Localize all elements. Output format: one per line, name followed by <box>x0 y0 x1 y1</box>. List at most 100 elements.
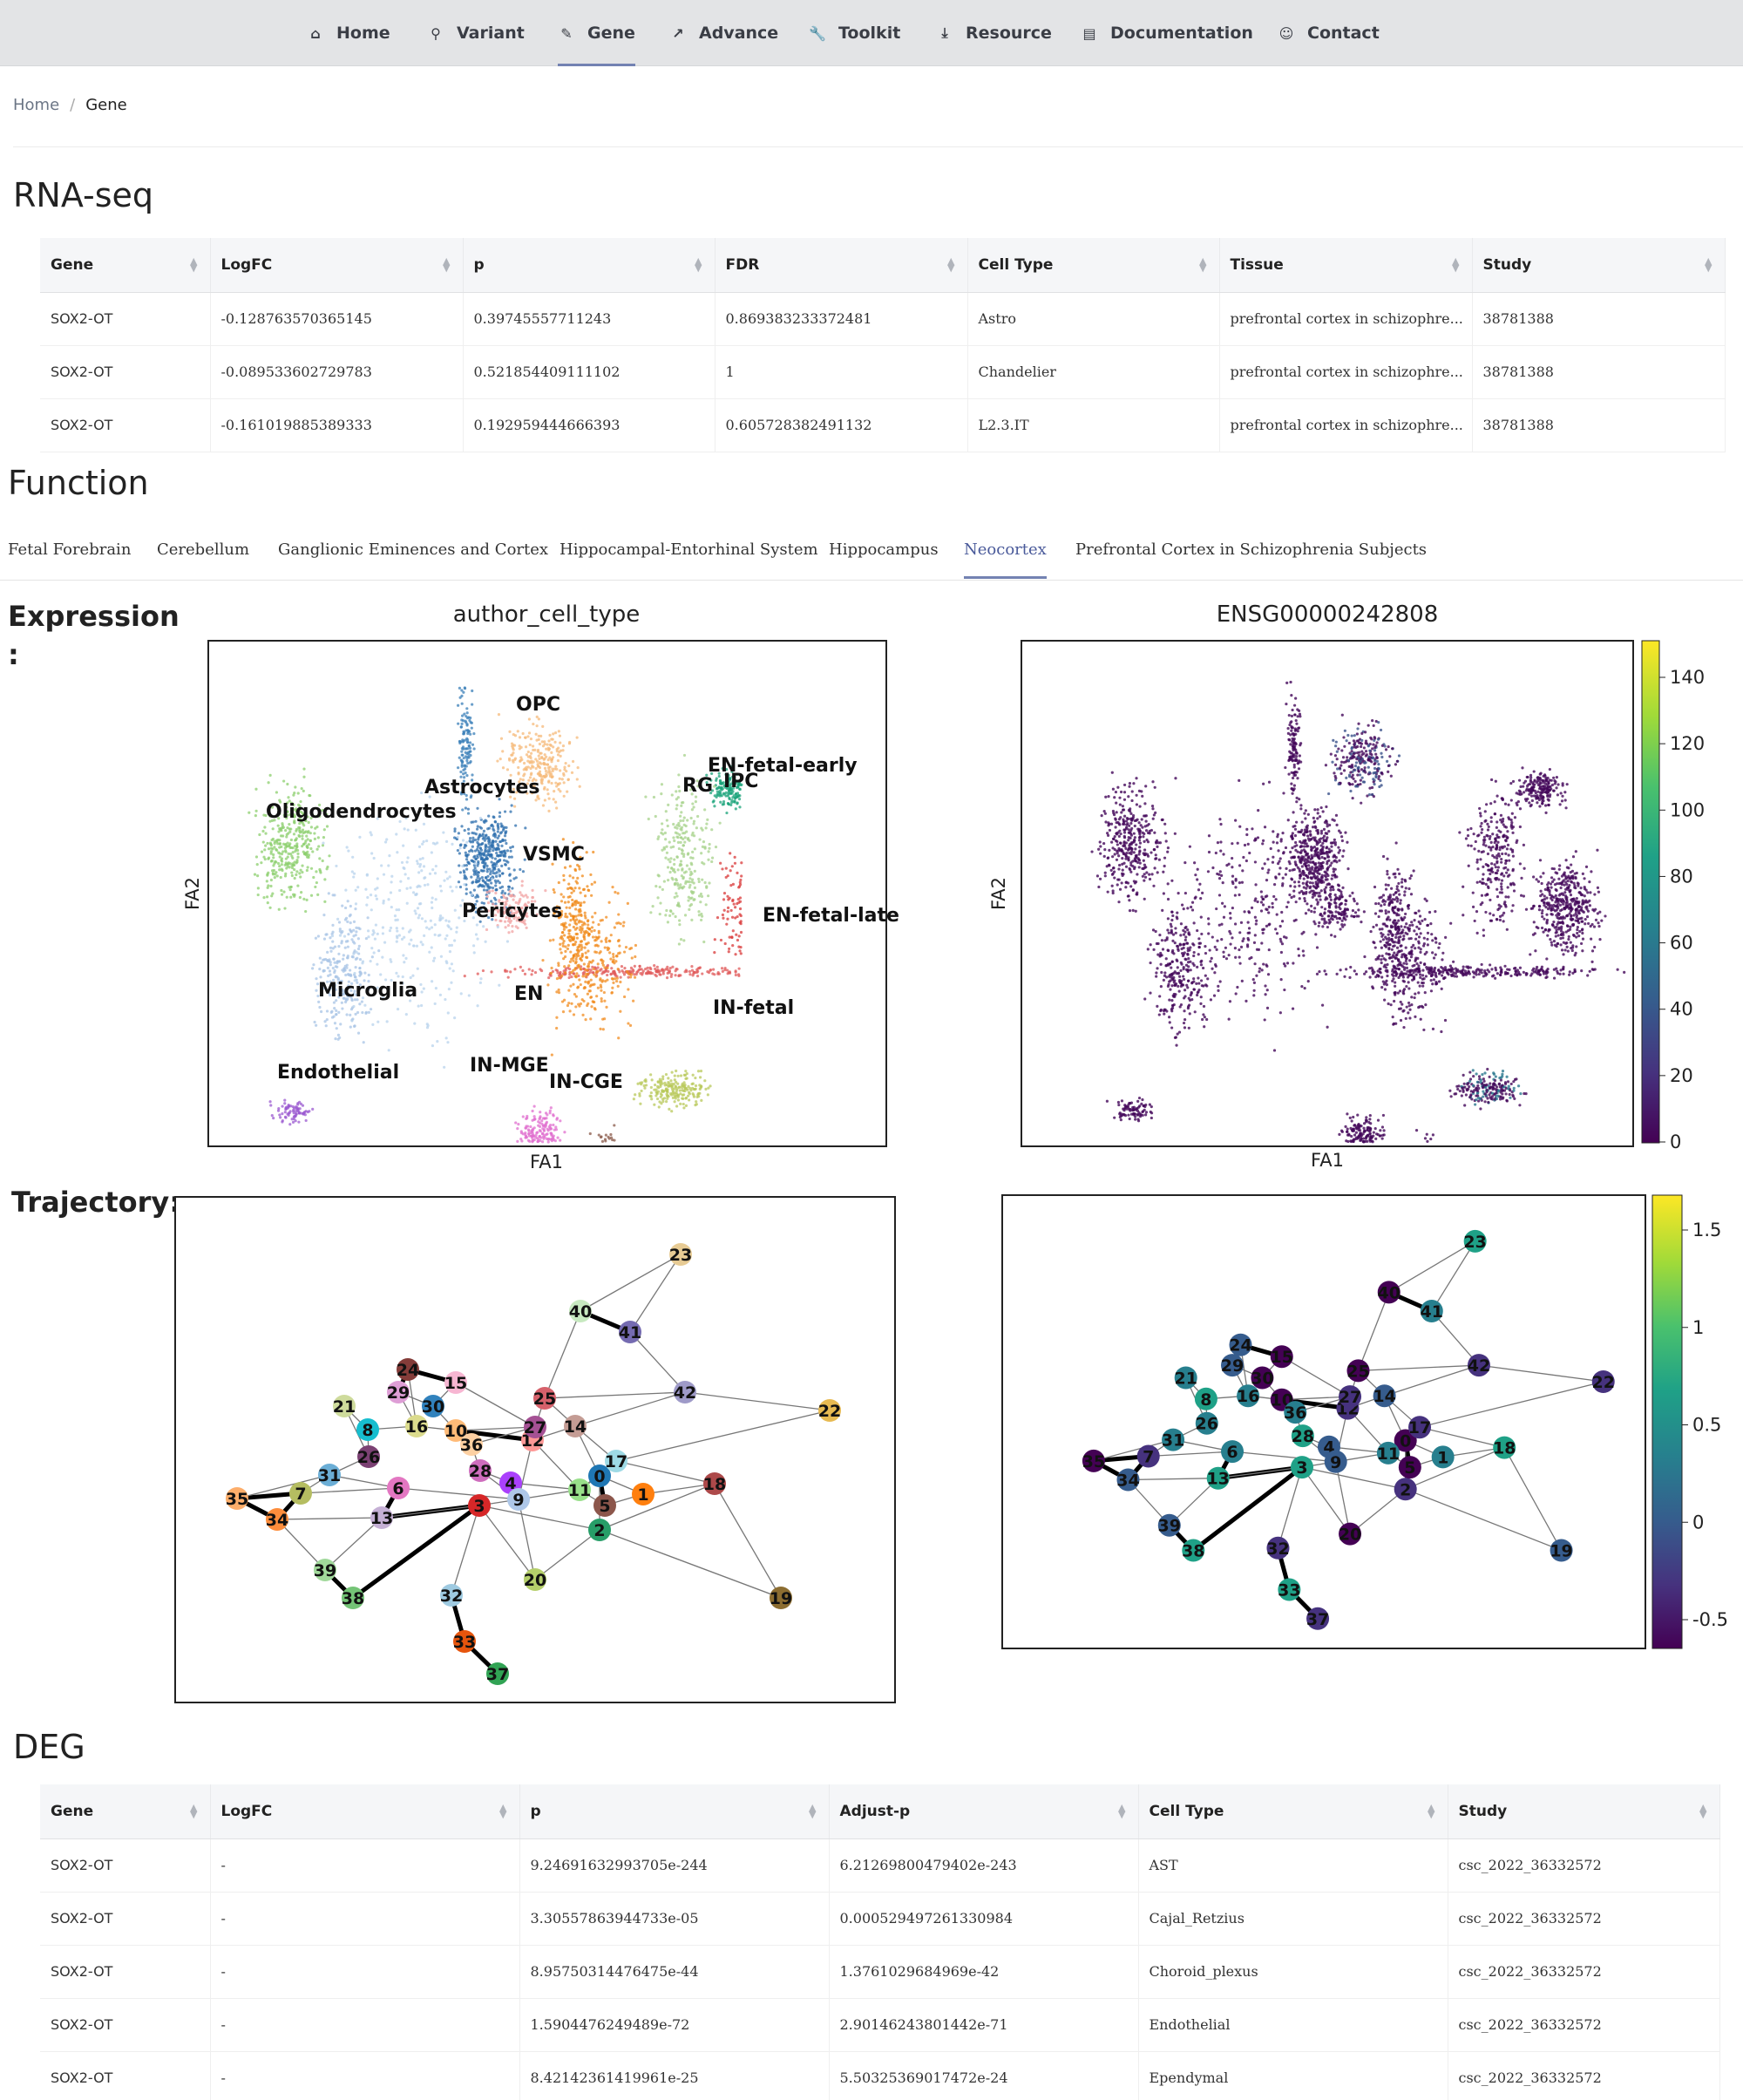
cell-point <box>703 846 707 849</box>
tab-hippocampal-entorhinal[interactable]: Hippocampal-Entorhinal System <box>560 540 818 559</box>
cell-point <box>447 920 451 923</box>
cell-point <box>599 1135 603 1139</box>
cell-point <box>572 954 575 958</box>
cluster-label: EN-fetal-late <box>763 905 899 927</box>
column-header[interactable]: Tissue ▲ ▼ <box>1219 238 1473 293</box>
nav-resource[interactable]: ⤓ Resource <box>936 0 1051 66</box>
column-header[interactable]: FDR ▲ ▼ <box>715 238 968 293</box>
cell-point <box>1352 739 1356 743</box>
cell-point <box>336 981 341 984</box>
sort-icon[interactable]: ▲ ▼ <box>947 255 955 274</box>
cell-point <box>467 752 471 756</box>
breadcrumb-home[interactable]: Home <box>13 96 60 114</box>
cell-point <box>693 847 696 851</box>
cell-point <box>1142 859 1145 862</box>
tab-hippocampus[interactable]: Hippocampus <box>829 540 939 559</box>
cell-point <box>1300 889 1304 894</box>
sort-icon[interactable]: ▲ ▼ <box>1199 255 1207 274</box>
tab-prefrontal-cortex[interactable]: Prefrontal Cortex in Schizophrenia Subje… <box>1075 540 1428 559</box>
sort-icon[interactable]: ▲ ▼ <box>1705 255 1712 274</box>
sort-icon[interactable]: ▲ ▼ <box>695 255 702 274</box>
cell-point <box>459 770 463 774</box>
cell-point <box>512 898 515 901</box>
cell-point <box>512 787 515 791</box>
cell-point <box>280 893 284 896</box>
cell-point <box>666 965 669 969</box>
cell-point <box>265 895 269 899</box>
column-header[interactable]: Cell Type ▲ ▼ <box>967 238 1220 293</box>
cell-point <box>267 856 271 860</box>
cell-point <box>381 955 384 959</box>
cell-point <box>314 826 317 830</box>
cell-point <box>677 821 681 826</box>
table-row[interactable]: SOX2-OT -0.128763570365145 0.3974555771124… <box>40 292 1726 346</box>
cell-point <box>372 856 376 860</box>
cell-point <box>576 863 580 867</box>
cell-point <box>327 892 330 895</box>
cell-point <box>1113 870 1116 873</box>
cell-point <box>331 989 335 992</box>
nav-variant[interactable]: ⚲ Variant <box>427 0 525 66</box>
cell-point <box>1505 847 1509 851</box>
column-header[interactable]: Study ▲ ▼ <box>1472 238 1726 293</box>
column-header[interactable]: Gene ▲ ▼ <box>40 238 211 293</box>
cell-point <box>508 894 512 897</box>
cell-point <box>434 898 437 901</box>
nav-gene[interactable]: ✎ Gene <box>558 0 635 66</box>
cell-point <box>740 783 743 786</box>
sort-icon[interactable]: ▲ ▼ <box>443 255 451 274</box>
sort-icon[interactable]: ▲ ▼ <box>1452 255 1460 274</box>
column-header[interactable]: p ▲ ▼ <box>463 238 716 293</box>
cell-point <box>346 972 350 976</box>
cell-point <box>267 884 270 887</box>
table-row[interactable]: SOX2-OT -0.161019885389333 0.1929594446663… <box>40 398 1726 452</box>
cell-point <box>550 760 553 764</box>
cell-point <box>530 792 534 795</box>
breadcrumb-current: Gene <box>85 96 127 114</box>
tab-neocortex[interactable]: Neocortex <box>964 540 1047 579</box>
cell-point <box>1334 813 1339 817</box>
sort-icon[interactable]: ▲ ▼ <box>190 255 198 274</box>
nav-toolkit[interactable]: 🔧 Toolkit <box>809 24 901 43</box>
cell-point <box>352 952 356 955</box>
cell-point <box>1497 852 1501 856</box>
cell-point <box>1306 834 1310 838</box>
nav-advance[interactable]: ↗ Advance <box>669 0 778 66</box>
cell-point <box>1099 845 1102 848</box>
cell-point <box>409 886 412 889</box>
cell-point <box>1128 867 1131 870</box>
cell-point <box>472 868 476 873</box>
cell-point <box>1328 823 1332 827</box>
cell-point <box>531 888 534 893</box>
column-header[interactable]: LogFC ▲ ▼ <box>210 238 464 293</box>
cell-point <box>502 912 505 915</box>
cell-point <box>536 748 540 752</box>
tab-ganglionic-eminences[interactable]: Ganglionic Eminences and Cortex <box>278 540 549 559</box>
cell-point <box>665 845 668 848</box>
cell-point <box>1561 782 1564 785</box>
cell-point <box>1294 840 1298 845</box>
nav-documentation[interactable]: ▤ Documentation <box>1081 0 1252 66</box>
cell-point <box>1319 898 1322 901</box>
cell-point <box>406 856 410 860</box>
cell-point <box>573 868 578 873</box>
cell-point <box>272 864 275 867</box>
cell-point <box>577 846 580 849</box>
cell-point <box>510 742 514 745</box>
cell-point <box>605 940 608 944</box>
cell-point <box>1121 862 1124 866</box>
table-row[interactable]: SOX2-OT -0.089533602729783 0.5218544091111… <box>40 345 1726 399</box>
nav-home[interactable]: ⌂ Home <box>307 0 390 66</box>
nav-contact[interactable]: ☺ Contact <box>1278 24 1380 43</box>
cell-point <box>304 1118 308 1123</box>
tab-cerebellum[interactable]: Cerebellum <box>157 540 250 559</box>
tab-fetal-forebrain[interactable]: Fetal Forebrain <box>8 540 132 559</box>
cell-point <box>369 959 372 963</box>
cell-point <box>465 711 469 715</box>
cell-point <box>335 1027 338 1030</box>
cell-point <box>393 914 397 918</box>
cell-point <box>1368 786 1372 790</box>
cell-point <box>681 886 684 889</box>
cell-point <box>463 792 466 796</box>
cell-point <box>1319 805 1323 810</box>
